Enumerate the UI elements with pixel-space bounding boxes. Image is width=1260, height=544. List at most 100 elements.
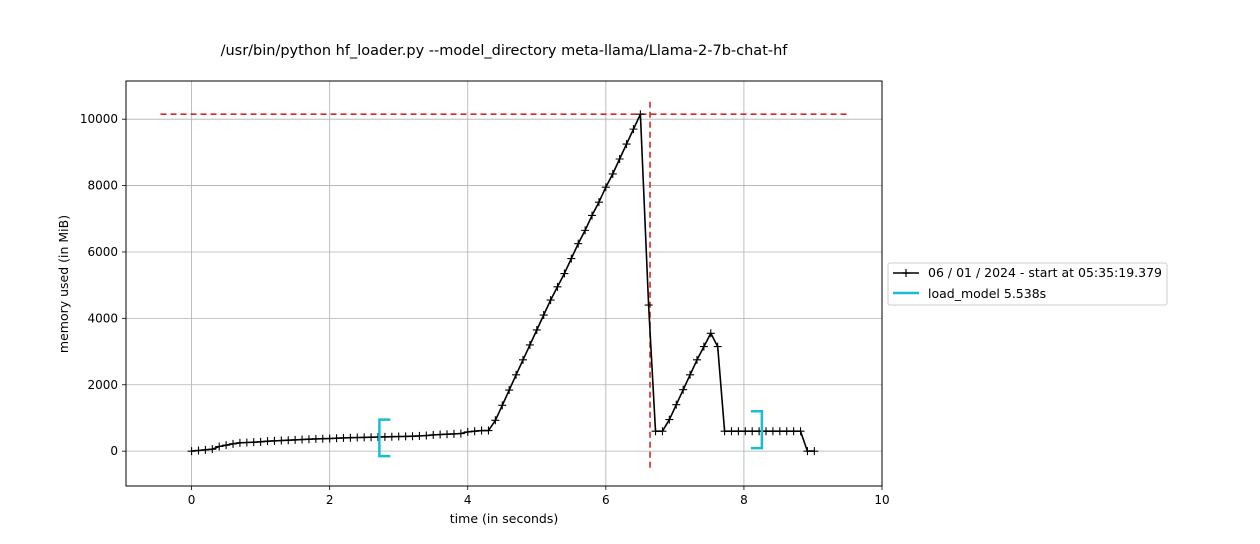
memory-point-marker (339, 433, 348, 442)
memory-point-marker (401, 432, 410, 441)
memory-point-marker (518, 355, 527, 364)
legend: 06 / 01 / 2024 - start at 05:35:19.379 l… (887, 262, 1168, 306)
memory-point-marker (374, 433, 382, 442)
memory-point-marker (796, 427, 805, 436)
memory-point-marker (741, 427, 750, 436)
memory-point-marker (686, 370, 695, 379)
memory-series-line (191, 113, 815, 452)
memory-point-marker (387, 432, 396, 441)
reference-lines (160, 97, 848, 468)
memory-point-marker (235, 438, 244, 447)
memory-point-marker (532, 325, 541, 334)
memory-point-marker (581, 226, 590, 235)
memory-point-marker (789, 427, 798, 436)
memory-point-marker (249, 438, 258, 447)
memory-point-marker (622, 140, 631, 149)
memory-point-marker (463, 427, 472, 436)
memory-point-marker (539, 311, 548, 320)
memory-point-marker (775, 427, 784, 436)
memory-point-marker (768, 427, 777, 436)
memory-point-marker (636, 110, 645, 119)
memory-point-marker (762, 427, 771, 436)
x-tick-label-4: 4 (464, 493, 472, 507)
memory-point-marker (443, 430, 452, 439)
memory-point-marker (436, 430, 445, 439)
memory-point-marker (318, 434, 327, 443)
memory-point-marker (449, 429, 458, 438)
memory-point-marker (546, 296, 555, 305)
memory-point-marker (325, 434, 334, 443)
memory-point-marker (658, 427, 667, 436)
memory-point-marker (672, 400, 681, 409)
memory-point-marker (665, 415, 674, 424)
memory-point-marker (222, 441, 231, 450)
memory-point-marker (727, 427, 736, 436)
memory-point-marker (553, 282, 562, 291)
memory-point-marker (311, 434, 320, 443)
memory-point-marker (208, 445, 217, 454)
memory-point-marker (782, 427, 791, 436)
memory-point-marker (298, 435, 307, 444)
y-tick-label-6000: 6000 (87, 245, 118, 259)
memory-point-marker (360, 433, 369, 442)
memory-point-marker (608, 169, 617, 178)
memory-point-marker (720, 427, 729, 436)
memory-point-marker (644, 301, 653, 310)
x-tick-label-2: 2 (326, 493, 334, 507)
memory-point-marker (699, 342, 708, 351)
plot-series (187, 110, 819, 458)
memory-point-marker (560, 269, 569, 278)
memory-point-marker (525, 340, 534, 349)
memory-point-marker (284, 436, 293, 445)
memory-point-marker (291, 435, 300, 444)
memory-point-marker (706, 329, 715, 338)
grid (126, 81, 883, 486)
memory-point-marker (263, 437, 272, 446)
memory-point-marker (594, 198, 603, 207)
memory-point-marker (367, 433, 376, 442)
y-tick-label-8000: 8000 (87, 179, 118, 193)
memory-point-marker (803, 447, 812, 456)
memory-point-marker (256, 437, 265, 446)
memory-point-marker (601, 183, 610, 192)
legend-entry-memory: 06 / 01 / 2024 - start at 05:35:19.379 (928, 265, 1162, 280)
memory-point-marker (505, 386, 514, 395)
memory-point-marker (615, 155, 624, 164)
memory-point-marker (456, 429, 465, 438)
memory-point-marker (422, 431, 431, 440)
memory-point-marker (215, 442, 224, 451)
plot-frame (125, 80, 883, 487)
memory-point-marker (353, 433, 362, 442)
memory-point-marker (429, 430, 438, 439)
x-tick-label-0: 0 (188, 493, 196, 507)
memory-point-marker (201, 445, 210, 454)
chart-title: /usr/bin/python hf_loader.py --model_dir… (221, 43, 789, 59)
y-tick-label-10000: 10000 (80, 112, 118, 126)
memory-point-marker (332, 434, 341, 443)
memory-point-marker (470, 427, 479, 436)
memory-point-marker (491, 416, 500, 425)
memory-point-marker (679, 385, 688, 394)
memory-point-marker (194, 446, 203, 455)
memory-point-marker (408, 432, 417, 441)
legend-marker-plus (902, 269, 910, 277)
x-axis-label: time (in seconds) (450, 511, 558, 526)
x-tick-label-10: 10 (874, 493, 889, 507)
memory-point-marker (629, 125, 638, 134)
memory-point-marker (477, 426, 486, 435)
load-model-end-bracket (750, 410, 764, 450)
memory-point-marker (810, 447, 819, 456)
memory-point-marker (346, 433, 355, 442)
memory-point-marker (498, 401, 507, 410)
memory-point-marker (304, 435, 313, 444)
x-tick-label-8: 8 (740, 493, 748, 507)
memory-point-marker (734, 427, 743, 436)
memory-point-marker (187, 447, 196, 456)
memory-point-marker (277, 436, 286, 445)
memory-point-marker (415, 431, 424, 440)
memory-point-marker (229, 439, 238, 448)
memory-point-marker (380, 432, 389, 441)
memory-point-marker (748, 427, 757, 436)
